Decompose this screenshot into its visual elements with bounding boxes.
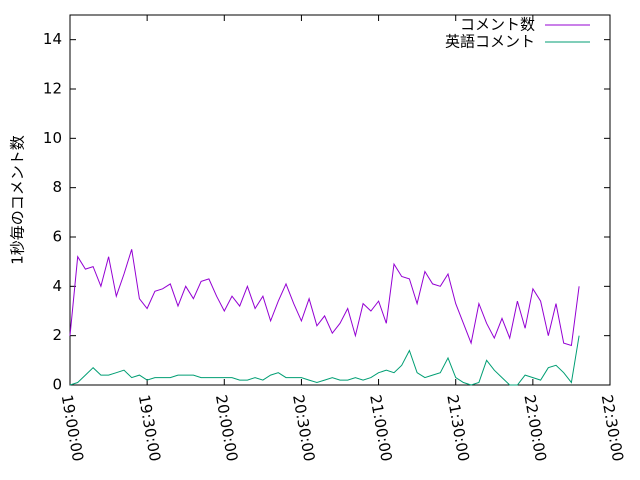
series-line <box>69 249 580 347</box>
legend-label: コメント数 <box>460 16 535 34</box>
x-tick-label: 19:00:00 <box>58 393 87 462</box>
x-tick-label: 20:00:00 <box>212 393 241 462</box>
series-line <box>69 335 580 386</box>
y-tick-label: 2 <box>52 326 62 344</box>
y-tick-label: 8 <box>52 178 62 196</box>
y-tick-label: 6 <box>52 228 62 246</box>
y-axis-label: 1秒毎のコメント数 <box>9 135 27 265</box>
y-tick-label: 0 <box>52 376 62 394</box>
y-tick-label: 12 <box>43 80 62 98</box>
x-tick-label: 22:00:00 <box>520 393 549 462</box>
legend-label: 英語コメント <box>445 33 535 51</box>
y-tick-label: 10 <box>43 129 62 147</box>
x-tick-label: 21:30:00 <box>443 393 472 462</box>
x-tick-label: 22:30:00 <box>598 393 627 462</box>
y-tick-label: 14 <box>43 30 62 48</box>
x-tick-label: 21:00:00 <box>366 393 395 462</box>
x-tick-label: 19:30:00 <box>135 393 164 462</box>
x-tick-label: 20:30:00 <box>289 393 318 462</box>
plot-border <box>69 14 611 386</box>
y-tick-label: 4 <box>52 277 62 295</box>
